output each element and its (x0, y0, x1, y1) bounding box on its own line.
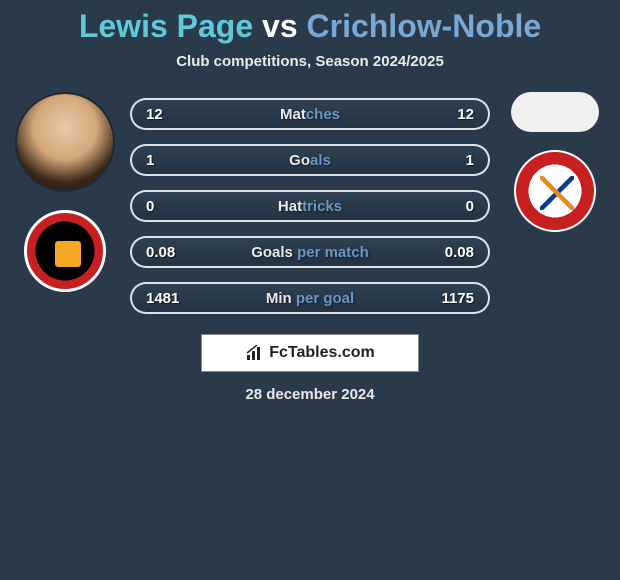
subtitle: Club competitions, Season 2024/2025 (0, 53, 620, 70)
stat-value-left: 0 (146, 198, 154, 215)
stat-value-right: 0.08 (445, 244, 474, 261)
stat-label: Min per goal (266, 290, 354, 307)
brand-badge: FcTables.com (201, 334, 419, 372)
right-column (500, 92, 610, 232)
stat-row-goals-per-match: 0.08 Goals per match 0.08 (130, 236, 490, 268)
date-text: 28 december 2024 (0, 386, 620, 403)
stat-value-left: 0.08 (146, 244, 175, 261)
stat-label: Goals per match (251, 244, 369, 261)
stat-row-matches: 12 Matches 12 (130, 98, 490, 130)
stat-value-left: 12 (146, 106, 163, 123)
stat-value-left: 1481 (146, 290, 179, 307)
player2-name: Crichlow-Noble (307, 8, 542, 44)
chart-icon (245, 345, 265, 361)
stat-value-right: 1 (466, 152, 474, 169)
stat-label: Goals (289, 152, 331, 169)
stat-value-right: 12 (457, 106, 474, 123)
stat-row-min-per-goal: 1481 Min per goal 1175 (130, 282, 490, 314)
stats-column: 12 Matches 12 1 Goals 1 0 Hattricks 0 0.… (130, 92, 490, 314)
left-column (10, 92, 120, 292)
stat-value-right: 0 (466, 198, 474, 215)
stat-value-left: 1 (146, 152, 154, 169)
player1-name: Lewis Page (79, 8, 253, 44)
brand-text: FcTables.com (269, 344, 375, 362)
stat-row-goals: 1 Goals 1 (130, 144, 490, 176)
vs-text: vs (262, 8, 298, 44)
stat-label: Hattricks (278, 198, 342, 215)
stat-label: Matches (280, 106, 340, 123)
player1-club-crest (24, 210, 106, 292)
player2-avatar (511, 92, 599, 132)
comparison-card: Lewis Page vs Crichlow-Noble Club compet… (0, 0, 620, 403)
page-title: Lewis Page vs Crichlow-Noble (0, 8, 620, 45)
main-row: 12 Matches 12 1 Goals 1 0 Hattricks 0 0.… (0, 92, 620, 314)
player1-avatar (15, 92, 115, 192)
player2-club-crest (514, 150, 596, 232)
stat-value-right: 1175 (441, 290, 474, 307)
stat-row-hattricks: 0 Hattricks 0 (130, 190, 490, 222)
